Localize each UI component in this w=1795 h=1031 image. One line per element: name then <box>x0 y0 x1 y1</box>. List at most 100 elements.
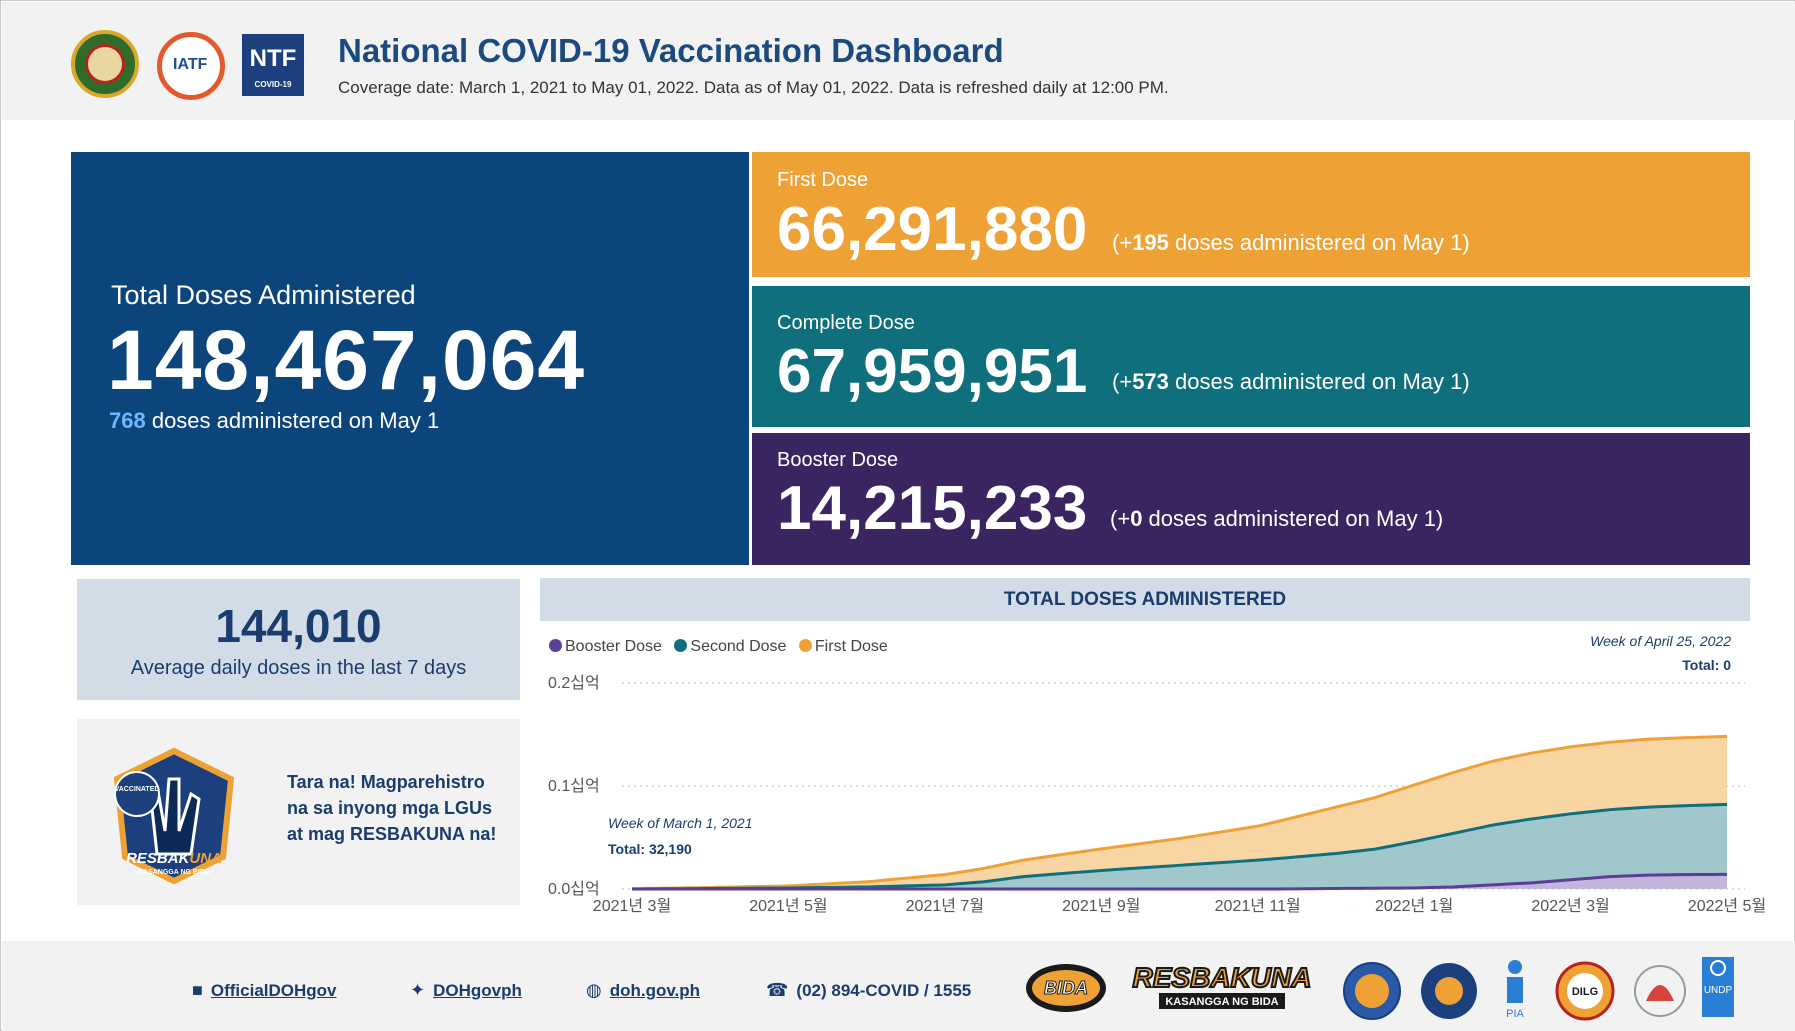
legend-second[interactable]: Second Dose <box>674 638 786 655</box>
website-link[interactable]: ◍ doh.gov.ph <box>586 980 700 1001</box>
tooltip-first-total: Total: 32,190 <box>608 841 692 857</box>
complete-dose-label: Complete Dose <box>777 312 915 334</box>
doh-seal-logo <box>71 30 139 98</box>
iatf-logo-text: IATF <box>173 56 208 73</box>
twitter-link[interactable]: ✦ DOHgovph <box>410 980 522 1001</box>
phone-icon: ☎ <box>766 980 789 1000</box>
legend-booster-label: Booster Dose <box>565 638 662 655</box>
y-tick-label: 0.1십억 <box>548 777 600 795</box>
x-tick-label: 2021년 3월 <box>593 897 671 915</box>
total-doses-value: 148,467,064 <box>107 313 586 407</box>
chart-title: TOTAL DOSES ADMINISTERED <box>540 578 1750 621</box>
ntf-logo: NTF COVID-19 <box>242 34 304 96</box>
presidential-seal-logo <box>1343 962 1401 1020</box>
facebook-link-text[interactable]: OfficialDOHgov <box>210 981 337 1000</box>
legend-first-label: First Dose <box>814 638 888 655</box>
x-tick-label: 2021년 5월 <box>749 897 827 915</box>
coverage-subtitle: Coverage date: March 1, 2021 to May 01, … <box>338 78 1169 97</box>
y-tick-label: 0.2십억 <box>548 674 600 692</box>
resbakuna-badge-sub: KASANGGA NG BIDA <box>138 869 210 876</box>
ntf-logo-text: NTF <box>249 45 297 72</box>
booster-dose-tile: Booster Dose 14,215,233 (+0 doses admini… <box>752 433 1750 565</box>
resbakuna-promo-text: Tara na! Magparehistro na sa inyong mga … <box>287 772 497 844</box>
complete-dose-note-suffix: doses administered on May 1) <box>1168 369 1470 394</box>
booster-dose-value: 14,215,233 <box>777 474 1088 543</box>
complete-dose-note-prefix: (+ <box>1112 369 1133 394</box>
pia-logo-text: PIA <box>1506 1008 1524 1020</box>
first-dose-note-prefix: (+ <box>1112 230 1133 255</box>
line-first-dose <box>631 734 1728 891</box>
average-daily-doses-card: 144,010 Average daily doses in the last … <box>77 579 520 700</box>
facebook-icon: ■ <box>192 980 203 1000</box>
twitter-link-text[interactable]: DOHgovph <box>433 981 522 1000</box>
chart-legend: Booster Dose Second Dose First Dose <box>549 638 896 656</box>
facebook-link[interactable]: ■ OfficialDOHgov <box>192 980 337 1001</box>
legend-second-dot <box>674 639 688 652</box>
resbakuna-badge-top: VACCINATED <box>115 786 160 793</box>
undp-logo: UNDP <box>1702 957 1734 1017</box>
bida-logo-text: BIDA <box>1044 978 1088 998</box>
complete-dose-note: (+573 doses administered on May 1) <box>1112 369 1470 395</box>
booster-dose-note-count: 0 <box>1130 506 1143 531</box>
x-tick-label: 2022년 5월 <box>1688 897 1766 915</box>
complete-dose-note-count: 573 <box>1132 369 1169 394</box>
legend-first-dot <box>798 639 812 652</box>
total-daily-count: 768 <box>109 408 146 433</box>
legend-booster[interactable]: Booster Dose <box>549 638 662 655</box>
website-link-text[interactable]: doh.gov.ph <box>609 981 701 1000</box>
legend-booster-dot <box>549 639 562 652</box>
phone-hotline: ☎ (02) 894-COVID / 1555 <box>766 980 971 1001</box>
area-second-dose <box>632 804 1727 889</box>
resbakuna-footer-sub: KASANGGA NG BIDA <box>1165 996 1278 1008</box>
government-seal-logo <box>1421 963 1477 1019</box>
legend-second-label: Second Dose <box>690 638 787 655</box>
dilg-logo: DILG <box>1555 961 1615 1021</box>
svg-text:RESBAKUNA: RESBAKUNA <box>126 850 222 867</box>
x-tick-label: 2022년 1월 <box>1375 897 1453 915</box>
first-dose-value: 66,291,880 <box>777 195 1088 264</box>
total-daily-note: 768 doses administered on May 1 <box>109 408 439 434</box>
tooltip-first-week: Week of March 1, 2021 <box>608 815 752 831</box>
total-doses-tile: Total Doses Administered 148,467,064 768… <box>71 152 749 565</box>
first-dose-tile: First Dose 66,291,880 (+195 doses admini… <box>752 152 1750 277</box>
first-dose-note: (+195 doses administered on May 1) <box>1112 230 1470 256</box>
phone-hotline-text: (02) 894-COVID / 1555 <box>796 981 972 1000</box>
complete-dose-value: 67,959,951 <box>777 337 1088 406</box>
resbakuna-badge-logo: VACCINATED RESBAKUNA KASANGGA NG BIDA <box>113 747 235 885</box>
undp-logo-text: UNDP <box>1704 985 1733 996</box>
line-booster-dose <box>632 872 1728 891</box>
twitter-icon: ✦ <box>410 980 426 1000</box>
legend-first[interactable]: First Dose <box>798 638 888 655</box>
first-dose-note-suffix: doses administered on May 1) <box>1168 230 1470 255</box>
header: IATF NTF COVID-19 National COVID-19 Vacci… <box>2 2 1795 120</box>
resbakuna-badge-word-a: RESBAK <box>126 850 191 867</box>
ntf-logo-subtext: COVID-19 <box>254 80 292 89</box>
booster-dose-label: Booster Dose <box>777 449 899 471</box>
chart-tooltip-latest: Week of April 25, 2022 Total: 0 <box>1590 633 1731 673</box>
total-doses-label: Total Doses Administered <box>111 280 416 310</box>
x-tick-label: 2022년 3월 <box>1531 897 1609 915</box>
resbakuna-badge-word-b: UNA <box>189 850 222 867</box>
pia-logo: PIA <box>1506 960 1525 1020</box>
doses-area-chart[interactable]: 0.0십억 0.1십억 0.2십억 2021년 3월 2021년 5월 2021년 7월 2… <box>540 661 1780 931</box>
resbakuna-footer-text: RESBAKUNA <box>1133 962 1312 993</box>
first-dose-label: First Dose <box>777 169 869 191</box>
tooltip-latest-total: Total: 0 <box>1682 657 1731 673</box>
footer: ■ OfficialDOHgov ✦ DOHgovph ◍ doh.gov.ph ☎ (… <box>2 941 1795 1031</box>
x-tick-label: 2021년 11월 <box>1215 897 1301 915</box>
x-tick-label: 2021년 9월 <box>1062 897 1140 915</box>
dilg-logo-text: DILG <box>1572 986 1598 998</box>
booster-dose-note-suffix: doses administered on May 1) <box>1142 506 1444 531</box>
booster-dose-note-prefix: (+ <box>1110 506 1131 531</box>
tooltip-latest-week: Week of April 25, 2022 <box>1590 633 1731 649</box>
area-first-dose <box>632 736 1727 889</box>
page-title: National COVID-19 Vaccination Dashboard <box>338 32 1004 69</box>
total-daily-text: doses administered on May 1 <box>145 408 440 433</box>
x-tick-label: 2021년 7월 <box>906 897 984 915</box>
bida-logo: BIDA <box>1026 964 1106 1012</box>
iatf-logo: IATF <box>157 32 225 100</box>
average-daily-value: 144,010 <box>215 600 382 652</box>
first-dose-note-count: 195 <box>1132 230 1169 255</box>
agency-seal-logo <box>1634 965 1686 1017</box>
